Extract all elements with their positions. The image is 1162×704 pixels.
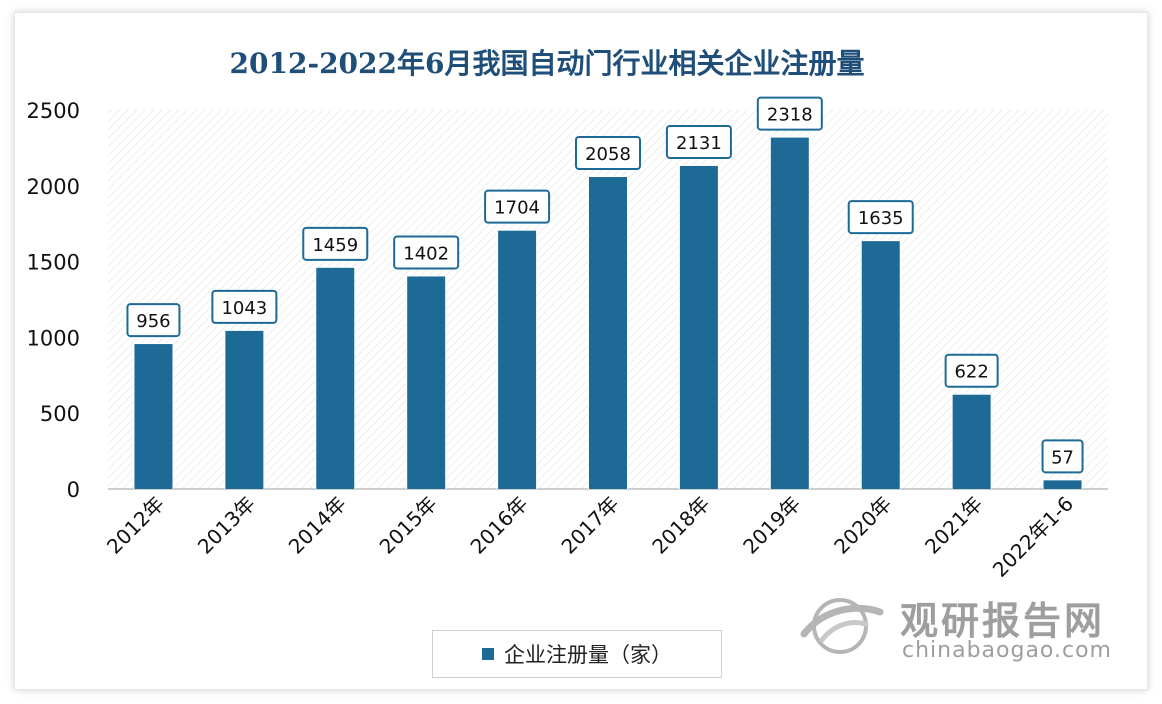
bar <box>679 165 718 489</box>
data-label-box <box>575 136 641 171</box>
x-tick-label: 2014年 <box>284 492 351 559</box>
data-label: 1402 <box>403 243 449 264</box>
watermark: 观研报告网 chinabaogao.com <box>800 588 1130 668</box>
y-tick-label: 1000 <box>27 326 80 350</box>
y-tick-label: 1500 <box>27 251 80 275</box>
data-label: 1704 <box>494 198 540 219</box>
bar <box>498 230 537 490</box>
data-label: 1459 <box>312 235 358 256</box>
data-label: 1635 <box>858 208 904 229</box>
globe-swoosh-icon <box>800 598 884 654</box>
data-label-box <box>211 289 278 324</box>
x-tick-label: 2022年1-6 <box>988 492 1078 582</box>
watermark-title: 观研报告网 <box>900 599 1106 643</box>
data-label: 57 <box>1051 447 1074 468</box>
data-label-box <box>302 226 369 261</box>
bar <box>861 241 900 489</box>
data-label-box <box>756 96 823 131</box>
data-label: 1043 <box>221 298 267 319</box>
data-label: 956 <box>136 311 170 332</box>
x-tick-label: 2021年 <box>920 492 987 559</box>
x-tick-label: 2012年 <box>102 492 169 559</box>
bar <box>225 330 264 489</box>
data-label-box <box>665 124 732 159</box>
x-tick-label: 2013年 <box>193 492 260 559</box>
data-label-box <box>1041 439 1084 474</box>
data-label-box <box>126 303 181 338</box>
x-tick-label: 2015年 <box>375 492 442 559</box>
chart-title: 2012-2022年6月我国自动门行业相关企业注册量 <box>229 47 865 80</box>
legend: 企业注册量（家） <box>432 630 722 678</box>
data-label: 2131 <box>676 133 722 154</box>
data-label: 622 <box>954 362 988 383</box>
y-tick-label: 500 <box>40 402 80 426</box>
legend-label: 企业注册量（家） <box>504 643 672 667</box>
legend-swatch <box>482 648 494 660</box>
data-label: 2318 <box>767 105 813 126</box>
y-tick-label: 2000 <box>27 175 80 199</box>
data-label-box <box>484 189 551 224</box>
x-tick-label: 2020年 <box>829 492 896 559</box>
watermark-url: chinabaogao.com <box>902 638 1112 663</box>
data-label-box <box>944 353 999 388</box>
x-tick-label: 2018年 <box>647 492 714 559</box>
x-tick-label: 2017年 <box>556 492 623 559</box>
bar <box>952 394 991 489</box>
bar <box>1043 480 1082 489</box>
data-label-box <box>847 200 914 235</box>
x-tick-label: 2016年 <box>466 492 533 559</box>
data-label-box <box>393 235 460 270</box>
y-tick-label: 2500 <box>27 99 80 123</box>
y-tick-label: 0 <box>67 478 80 502</box>
x-tick-label: 2019年 <box>738 492 805 559</box>
bar <box>407 276 446 489</box>
bar <box>770 137 809 490</box>
data-label: 2058 <box>585 144 631 165</box>
bar <box>134 344 173 489</box>
bar <box>316 267 355 489</box>
bar <box>589 177 627 489</box>
